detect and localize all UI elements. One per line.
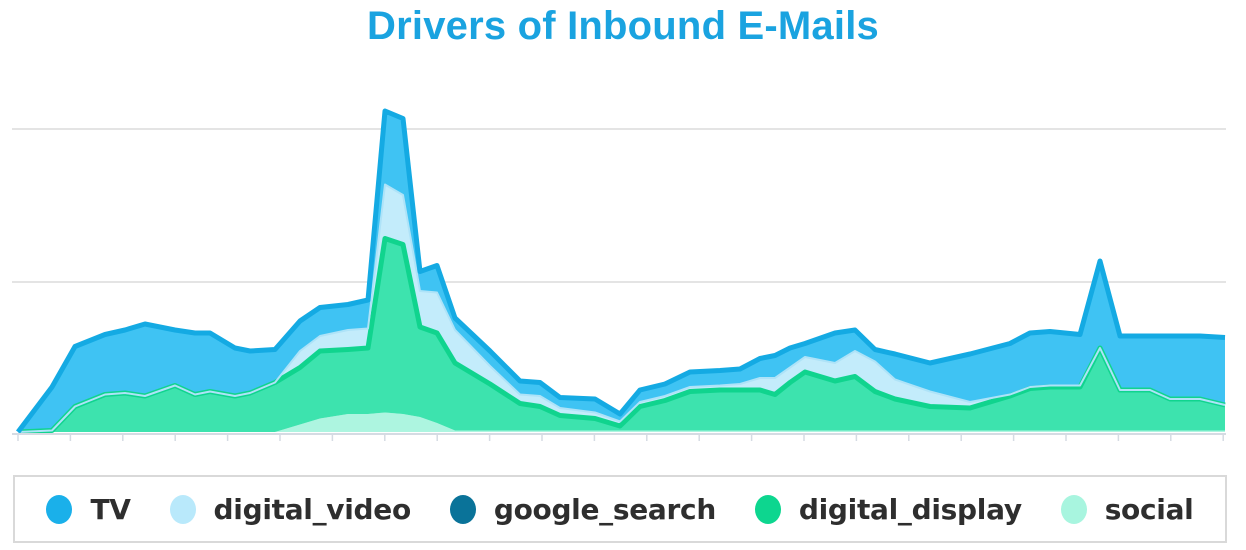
legend-label: TV	[90, 492, 131, 526]
legend-item-google-search[interactable]: google_search	[449, 492, 716, 526]
area-layers	[18, 111, 1225, 432]
gridlines	[12, 128, 1226, 283]
tv-swatch-icon	[46, 494, 73, 524]
digital-video-line	[17, 183, 1226, 433]
social-area	[18, 412, 1225, 432]
TV-line	[16, 108, 1226, 434]
legend-label: google_search	[493, 492, 716, 526]
legend-label: digital_display	[798, 492, 1022, 526]
legend-item-social[interactable]: social	[1060, 492, 1194, 526]
area-outlines	[16, 108, 1226, 435]
chart-title: Drivers of Inbound E-Mails	[367, 4, 879, 48]
legend-label: social	[1104, 492, 1194, 526]
legend-label: digital_video	[213, 492, 412, 526]
digital-video-swatch-icon	[169, 494, 196, 524]
TV-area	[18, 111, 1225, 432]
digital-display-swatch-icon	[754, 494, 781, 524]
x-axis	[12, 433, 1226, 441]
chart-legend: TV digital_video google_search digital_d…	[13, 475, 1227, 543]
legend-item-digital-video[interactable]: digital_video	[169, 492, 412, 526]
digital-display-area	[18, 238, 1225, 432]
google-search-swatch-icon	[449, 494, 476, 524]
legend-item-tv[interactable]: TV	[46, 492, 131, 526]
social-swatch-icon	[1060, 494, 1087, 524]
stacked-area-chart	[12, 108, 1226, 441]
legend-item-digital-display[interactable]: digital_display	[754, 492, 1022, 526]
